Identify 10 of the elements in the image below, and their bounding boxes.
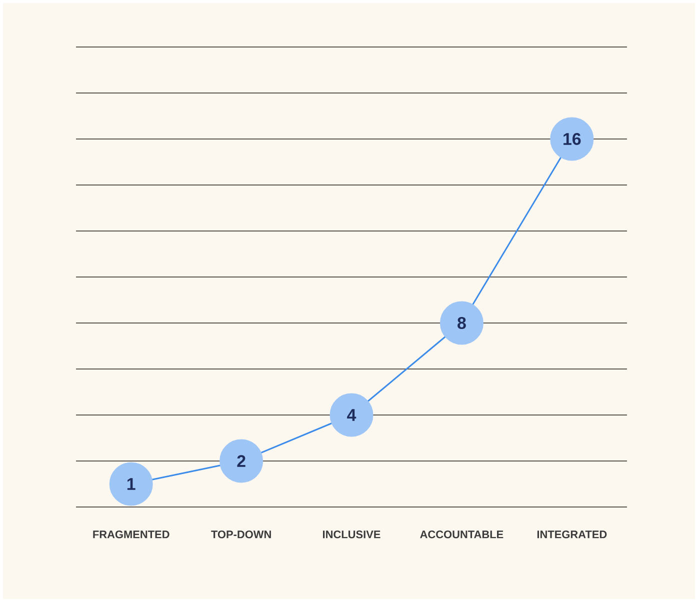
x-tick-label: INTEGRATED: [537, 530, 607, 538]
x-tick-label: FRAGMENTED: [93, 530, 170, 538]
data-label: 8: [458, 317, 466, 329]
data-label: 2: [237, 455, 246, 467]
data-label: 1: [127, 478, 136, 490]
x-tick-label: ACCOUNTABLE: [420, 530, 504, 538]
x-tick-label: TOP-DOWN: [211, 530, 271, 538]
data-label: 16: [564, 133, 581, 145]
data-label: 4: [347, 409, 356, 421]
x-tick-label: INCLUSIVE: [323, 530, 380, 538]
